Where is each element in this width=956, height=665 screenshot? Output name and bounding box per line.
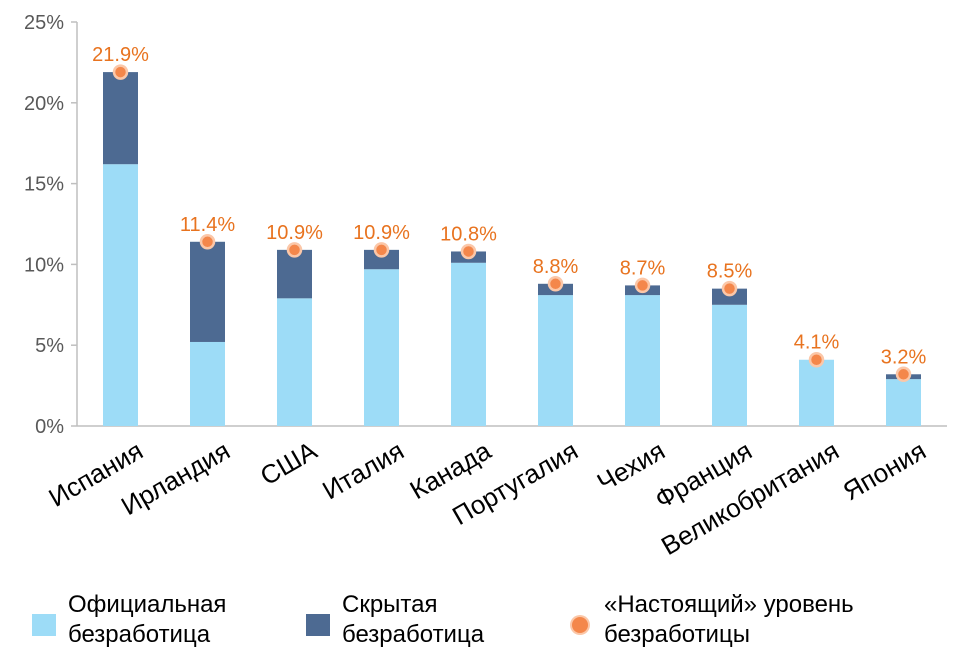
y-tick-label: 10% xyxy=(24,254,64,276)
bar-official xyxy=(886,379,921,426)
legend-marker-real xyxy=(572,617,588,633)
total-marker xyxy=(112,64,129,80)
data-label: 21.9% xyxy=(92,44,149,66)
unemployment-chart: 0%5%10%15%20%25%21.9%Испания11.4%Ирланди… xyxy=(24,12,947,561)
data-label: 10.9% xyxy=(266,222,323,244)
total-marker xyxy=(721,280,738,297)
y-tick-label: 0% xyxy=(35,416,64,438)
bar-official xyxy=(103,164,138,426)
total-marker xyxy=(895,366,912,383)
y-tick-label: 25% xyxy=(24,12,64,34)
bar-official xyxy=(538,295,573,426)
legend-label-official: Официальная безработица xyxy=(68,591,227,648)
total-marker xyxy=(808,351,825,368)
data-label: 8.7% xyxy=(620,257,666,279)
bar-hidden xyxy=(277,249,312,299)
category-label: Италия xyxy=(317,435,409,505)
legend-item-official: Официальная безработица xyxy=(32,590,226,650)
y-tick-label: 5% xyxy=(35,335,64,357)
legend-swatch-official xyxy=(32,614,56,636)
bar-hidden xyxy=(712,288,747,305)
category-label: Япония xyxy=(838,435,931,506)
total-marker xyxy=(460,243,477,260)
bar-hidden xyxy=(190,241,225,342)
data-label: 11.4% xyxy=(180,214,235,236)
legend: Официальная безработица Скрытая безработ… xyxy=(0,590,956,665)
legend-swatch-hidden xyxy=(306,614,330,636)
bar-official xyxy=(277,298,312,426)
total-marker xyxy=(547,276,564,292)
bar-official xyxy=(451,262,486,426)
category-label: США xyxy=(255,435,322,491)
bar-official xyxy=(190,341,225,426)
total-marker xyxy=(373,242,390,258)
legend-label-hidden: Скрытая безработица xyxy=(342,591,485,648)
legend-item-hidden: Скрытая безработица xyxy=(306,590,484,650)
total-marker xyxy=(286,242,303,258)
bar-official xyxy=(712,304,747,426)
legend-label-real: «Настоящий» уровень безработицы xyxy=(604,591,854,648)
bar-hidden xyxy=(364,249,399,270)
bar-official xyxy=(799,359,834,426)
bar-official xyxy=(364,269,399,426)
data-label: 3.2% xyxy=(881,346,927,368)
bar-official xyxy=(625,295,660,426)
data-label: 8.5% xyxy=(707,261,753,283)
data-label: 10.8% xyxy=(440,223,497,245)
data-label: 8.8% xyxy=(533,256,579,278)
total-marker xyxy=(199,234,216,250)
total-marker xyxy=(634,277,651,294)
y-tick-label: 20% xyxy=(24,93,64,115)
data-label: 4.1% xyxy=(794,332,840,354)
y-tick-label: 15% xyxy=(24,174,64,196)
bar-hidden xyxy=(103,72,138,165)
data-label: 10.9% xyxy=(353,222,410,244)
legend-item-real: «Настоящий» уровень безработицы xyxy=(568,590,854,650)
